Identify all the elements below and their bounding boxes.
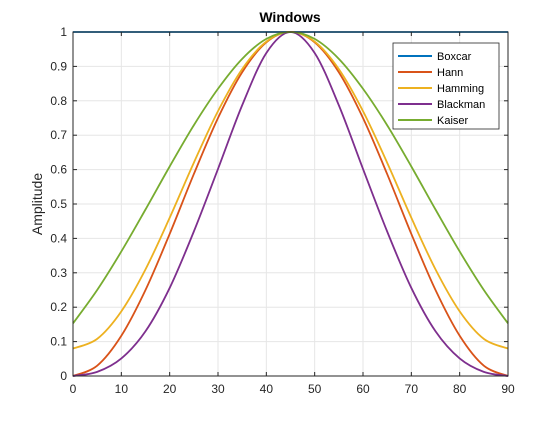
y-tick-label: 0.9: [50, 59, 67, 73]
legend-label-hann: Hann: [437, 67, 463, 79]
y-tick-label: 0.5: [50, 197, 67, 211]
y-tick-label: 0.8: [50, 94, 67, 108]
y-tick-label: 0: [60, 369, 67, 383]
x-tick-label: 10: [115, 382, 129, 396]
legend: Boxcar Hann Hamming Blackman Kaiser: [392, 42, 500, 130]
y-tick-label: 0.1: [50, 335, 67, 349]
chart-title: Windows: [259, 9, 321, 25]
x-tick-label: 30: [211, 382, 225, 396]
x-tick-label: 40: [260, 382, 274, 396]
x-tick-label: 20: [163, 382, 177, 396]
y-tick-label: 0.2: [50, 300, 67, 314]
axis-ticks: 0 10 20 30 40 50 60 70 80 90 0 0.1 0.2 0.3 0.4 0.5 0.6 0.…: [50, 25, 515, 396]
x-tick-label: 90: [501, 382, 515, 396]
x-tick-label: 80: [453, 382, 467, 396]
x-tick-label: 0: [70, 382, 77, 396]
y-tick-label: 0.4: [50, 231, 67, 245]
y-tick-label: 0.3: [50, 266, 67, 280]
legend-label-boxcar: Boxcar: [437, 51, 472, 63]
y-tick-label: 0.6: [50, 163, 67, 177]
y-tick-label: 0.7: [50, 128, 67, 142]
legend-label-kaiser: Kaiser: [437, 115, 469, 127]
legend-box: [392, 42, 500, 130]
y-tick-label: 1: [60, 25, 67, 39]
legend-label-hamming: Hamming: [437, 83, 484, 95]
y-axis-title: Amplitude: [29, 173, 45, 235]
legend-label-blackman: Blackman: [437, 99, 485, 111]
x-tick-label: 70: [405, 382, 419, 396]
x-tick-label: 60: [356, 382, 370, 396]
x-tick-label: 50: [308, 382, 322, 396]
